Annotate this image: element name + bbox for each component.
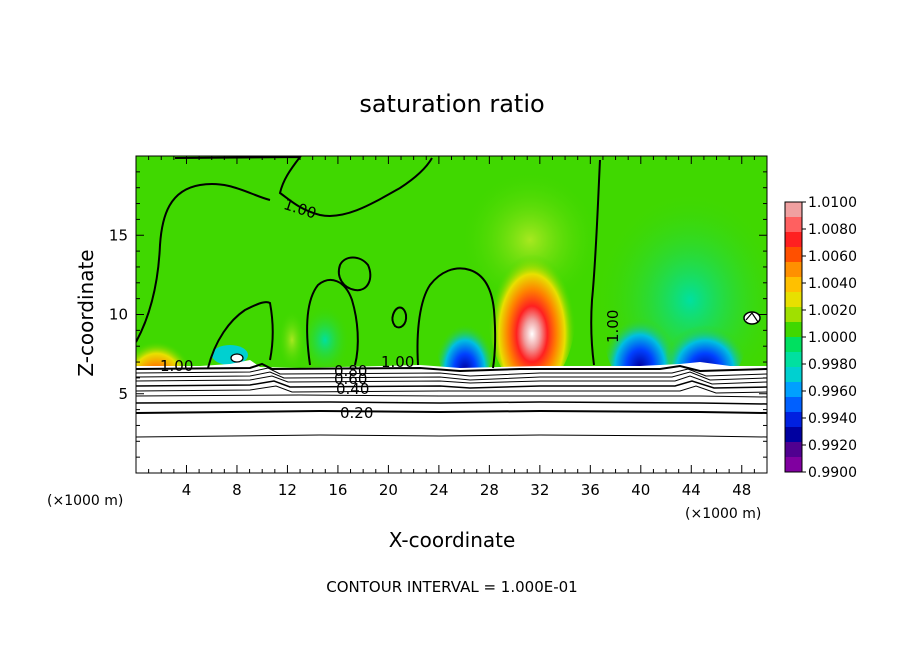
colorbar-swatch — [785, 352, 802, 368]
contour-label-3: 1.00 — [381, 353, 414, 371]
colorbar-label: 0.9960 — [808, 384, 857, 400]
colorbar-label: 1.0100 — [808, 195, 857, 211]
hotspot-min-mid — [437, 303, 493, 387]
colorbar-swatch — [785, 382, 802, 398]
colorbar-swatch — [785, 262, 802, 278]
x-tick-label: 12 — [278, 481, 297, 499]
colorbar-label: 1.0020 — [808, 303, 857, 319]
colorbar-label: 0.9980 — [808, 357, 857, 373]
colorbar-swatch — [785, 202, 802, 218]
colorbar-label: 1.0080 — [808, 222, 857, 238]
x-unit-label-left: (×1000 m) — [47, 493, 123, 509]
x-tick-label: 40 — [631, 481, 650, 499]
contour-interval-footer: CONTOUR INTERVAL = 1.000E-01 — [326, 578, 577, 596]
colorbar-swatch — [785, 322, 802, 338]
colorbar-swatch — [785, 337, 802, 353]
terrain-fill — [136, 360, 767, 473]
colorbar-label: 1.0000 — [808, 330, 857, 346]
colorbar-swatch — [785, 307, 802, 323]
colorbar-label: 0.9940 — [808, 411, 857, 427]
colorbar-swatch — [785, 247, 802, 263]
colorbar-swatch — [785, 277, 802, 293]
contour-label-8: 0.20 — [340, 404, 373, 422]
x-tick-label: 24 — [429, 481, 448, 499]
x-tick-label: 20 — [379, 481, 398, 499]
chart-title: saturation ratio — [359, 90, 544, 118]
x-tick-label: 48 — [732, 481, 751, 499]
y-tick-label: 5 — [118, 385, 128, 403]
hotspot-min-right — [605, 295, 675, 385]
hotspot-max-center — [488, 230, 576, 390]
colorbar: 1.0100 1.0080 1.0060 1.0040 1.0020 1.0000 0.99… — [784, 195, 857, 481]
x-tick-label: 36 — [581, 481, 600, 499]
x-unit-label-right: (×1000 m) — [685, 506, 761, 522]
x-tick-label: 32 — [530, 481, 549, 499]
colorbar-swatch — [785, 397, 802, 413]
x-axis: 4 8 12 16 20 24 28 32 36 40 44 48 — [148, 156, 755, 499]
x-tick-label: 44 — [682, 481, 701, 499]
colorbar-swatch — [785, 457, 802, 473]
x-tick-label: 28 — [480, 481, 499, 499]
colorbar-label: 1.0040 — [808, 276, 857, 292]
x-tick-label: 8 — [232, 481, 242, 499]
x-tick-label: 4 — [182, 481, 192, 499]
contour-label-6: 0.60 — [334, 370, 367, 388]
terrain-contours — [136, 362, 767, 438]
colorbar-label: 1.0060 — [808, 249, 857, 265]
colorbar-swatch — [785, 442, 802, 458]
warm-region-small — [278, 310, 306, 370]
colorbar-swatch — [785, 367, 802, 383]
plot-area: 1.00 1.00 1.00 1.00 0.80 0.60 0.40 0.20 — [136, 156, 767, 473]
contour-label-5: 0.80 — [334, 362, 367, 380]
colorbar-swatch — [785, 217, 802, 233]
contour-label-2: 1.00 — [160, 357, 193, 375]
y-tick-label: 10 — [109, 306, 128, 324]
contour-label-4: 1.00 — [604, 310, 622, 343]
x-tick-label: 16 — [328, 481, 347, 499]
y-axis: 5 10 15 — [109, 171, 767, 458]
colorbar-label: 0.9900 — [808, 465, 857, 481]
contour-label-7: 0.40 — [336, 380, 369, 398]
colorbar-swatch — [785, 292, 802, 308]
contour-lines — [136, 156, 601, 369]
y-axis-title: Z-coordinate — [74, 249, 98, 376]
small-features — [230, 311, 761, 363]
colorbar-swatch — [785, 412, 802, 428]
y-tick-label: 15 — [109, 226, 128, 244]
colorbar-label: 0.9920 — [808, 438, 857, 454]
x-axis-title: X-coordinate — [389, 528, 516, 552]
cool-region-mid — [300, 305, 350, 375]
colorbar-swatch — [785, 427, 802, 443]
colorbar-swatch — [785, 232, 802, 248]
